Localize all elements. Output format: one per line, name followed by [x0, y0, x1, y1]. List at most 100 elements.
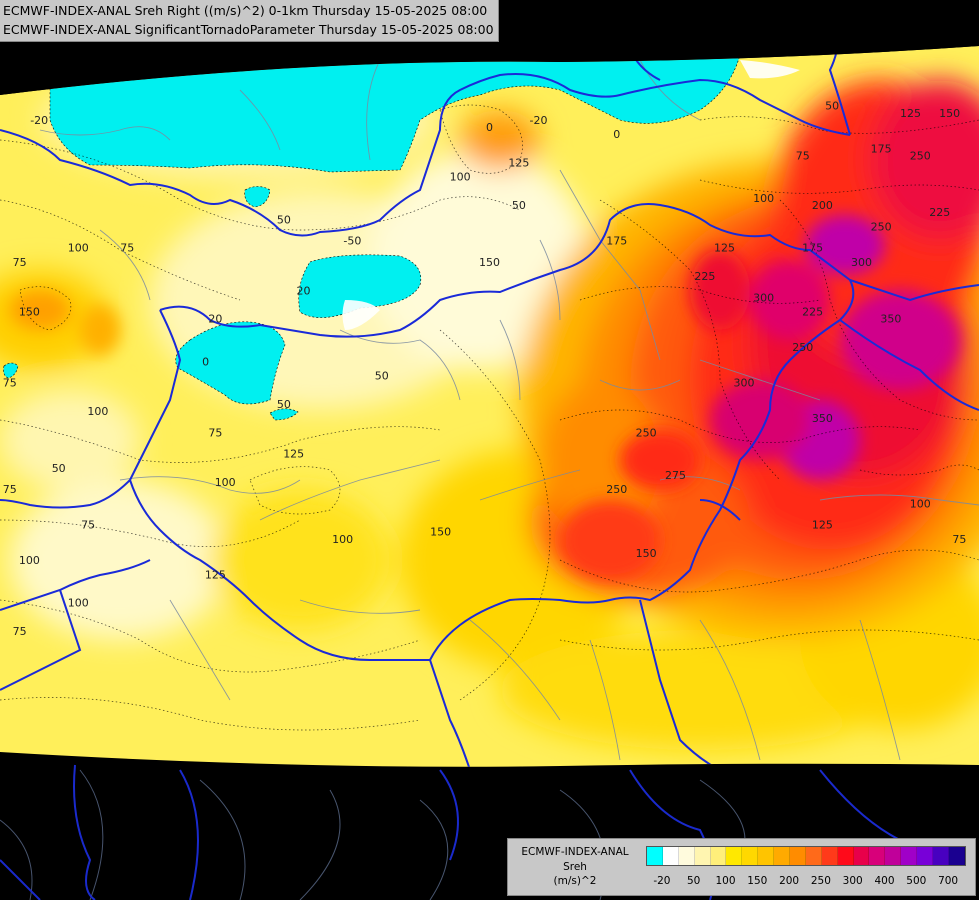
contour-label: 300	[851, 256, 872, 269]
contour-label: 225	[802, 306, 823, 319]
contour-label: 250	[871, 220, 892, 233]
contour-label: 125	[283, 448, 304, 461]
legend-variable: Sreh	[563, 860, 587, 873]
legend-swatch	[901, 847, 918, 865]
contour-label: 150	[19, 306, 40, 319]
contour-label: 125	[900, 107, 921, 120]
contour-label: 125	[205, 568, 226, 581]
legend-swatch	[758, 847, 775, 865]
contour-label: 75	[796, 149, 810, 162]
contour-label: 50	[277, 398, 291, 411]
contour-label: 175	[606, 235, 627, 248]
contour-label: 175	[802, 242, 823, 255]
legend-swatch	[647, 847, 663, 865]
contour-label: 50	[825, 100, 839, 113]
contour-label: 75	[81, 519, 95, 532]
contour-label: -20	[530, 114, 548, 127]
contour-label: 100	[910, 497, 931, 510]
contour-label: 250	[910, 149, 931, 162]
contour-label: 75	[13, 256, 27, 269]
contour-label: 300	[753, 291, 774, 304]
contour-label: 0	[202, 355, 209, 368]
legend-tick-label: 300	[842, 875, 863, 887]
legend-tick-label: 700	[938, 875, 959, 887]
legend-swatch	[790, 847, 806, 865]
legend-swatch	[837, 847, 854, 865]
contour-label: 125	[812, 519, 833, 532]
contour-label: 125	[508, 157, 529, 170]
legend-swatch	[678, 847, 695, 865]
contour-label: 100	[753, 192, 774, 205]
contour-label: 150	[636, 547, 657, 560]
contour-label: 150	[939, 107, 960, 120]
contour-label: 75	[13, 625, 27, 638]
contour-label: 300	[734, 377, 755, 390]
contour-label: 75	[3, 377, 17, 390]
contour-label: 50	[52, 462, 66, 475]
legend-swatch	[933, 847, 949, 865]
contour-label: 75	[120, 242, 134, 255]
contour-label: 100	[450, 171, 471, 184]
contour-label: 250	[606, 483, 627, 496]
contour-label: 50	[512, 199, 526, 212]
contour-label: 225	[694, 270, 715, 283]
legend-ticks: -20 50 100 150 200 250 300 400 500 700	[646, 875, 976, 889]
contour-label: 20	[208, 313, 222, 326]
contour-label: -20	[30, 114, 48, 127]
contour-label: 250	[792, 341, 813, 354]
contour-label: 20	[297, 284, 311, 297]
legend-swatch	[869, 847, 886, 865]
legend-swatch	[853, 847, 870, 865]
legend-swatch	[821, 847, 838, 865]
legend-tick-label: 150	[747, 875, 768, 887]
contour-label: 175	[871, 142, 892, 155]
contour-label: 100	[19, 554, 40, 567]
legend-swatch	[885, 847, 902, 865]
contour-label: 125	[714, 242, 735, 255]
legend-tick-label: -20	[653, 875, 671, 887]
contour-label: 75	[952, 533, 966, 546]
legend-unit: (m/s)^2	[553, 875, 597, 887]
contour-label: 350	[812, 412, 833, 425]
contour-label: 100	[215, 476, 236, 489]
legend-model: ECMWF-INDEX-ANAL	[521, 846, 629, 858]
legend-swatch	[742, 847, 759, 865]
legend-tick-label: 200	[779, 875, 800, 887]
color-legend: ECMWF-INDEX-ANAL Sreh (m/s)^2 -20 50 100 15…	[507, 838, 976, 896]
contour-label: 100	[87, 405, 108, 418]
legend-swatch	[694, 847, 711, 865]
legend-tick-label: 100	[715, 875, 736, 887]
contour-label: 150	[430, 526, 451, 539]
legend-swatch	[710, 847, 727, 865]
legend-tick-label: 50	[687, 875, 701, 887]
legend-swatches	[646, 846, 966, 866]
contour-label: -50	[343, 235, 361, 248]
contour-label: 0	[613, 128, 620, 141]
contour-label: 225	[929, 206, 950, 219]
legend-title: ECMWF-INDEX-ANAL Sreh (m/s)^2	[510, 845, 640, 889]
contour-label: 100	[332, 533, 353, 546]
legend-swatch	[805, 847, 822, 865]
contour-label: 75	[3, 483, 17, 496]
contour-label: 50	[277, 213, 291, 226]
contour-labels: -20 -20 0 0 125 100 50 50 75 100 75 -50 150 175 125 225…	[3, 100, 967, 638]
header-line-sreh: ECMWF-INDEX-ANAL Sreh Right ((m/s)^2) 0-…	[3, 3, 488, 18]
legend-tick-label: 250	[810, 875, 831, 887]
contour-label: 150	[479, 256, 500, 269]
legend-swatch	[917, 847, 934, 865]
contour-label: 200	[812, 199, 833, 212]
header-line-stp: ECMWF-INDEX-ANAL SignificantTornadoParam…	[3, 22, 494, 37]
legend-swatch	[948, 847, 965, 865]
legend-swatch	[774, 847, 791, 865]
legend-swatch	[726, 847, 743, 865]
legend-tick-label: 500	[906, 875, 927, 887]
contour-label: 50	[375, 370, 389, 383]
contour-label: 275	[665, 469, 686, 482]
contour-label: 100	[68, 242, 89, 255]
contour-label: 350	[880, 313, 901, 326]
contour-label: 0	[486, 121, 493, 134]
contour-label: 250	[636, 426, 657, 439]
map-header: ECMWF-INDEX-ANAL Sreh Right ((m/s)^2) 0-…	[0, 0, 499, 42]
legend-swatch	[662, 847, 679, 865]
